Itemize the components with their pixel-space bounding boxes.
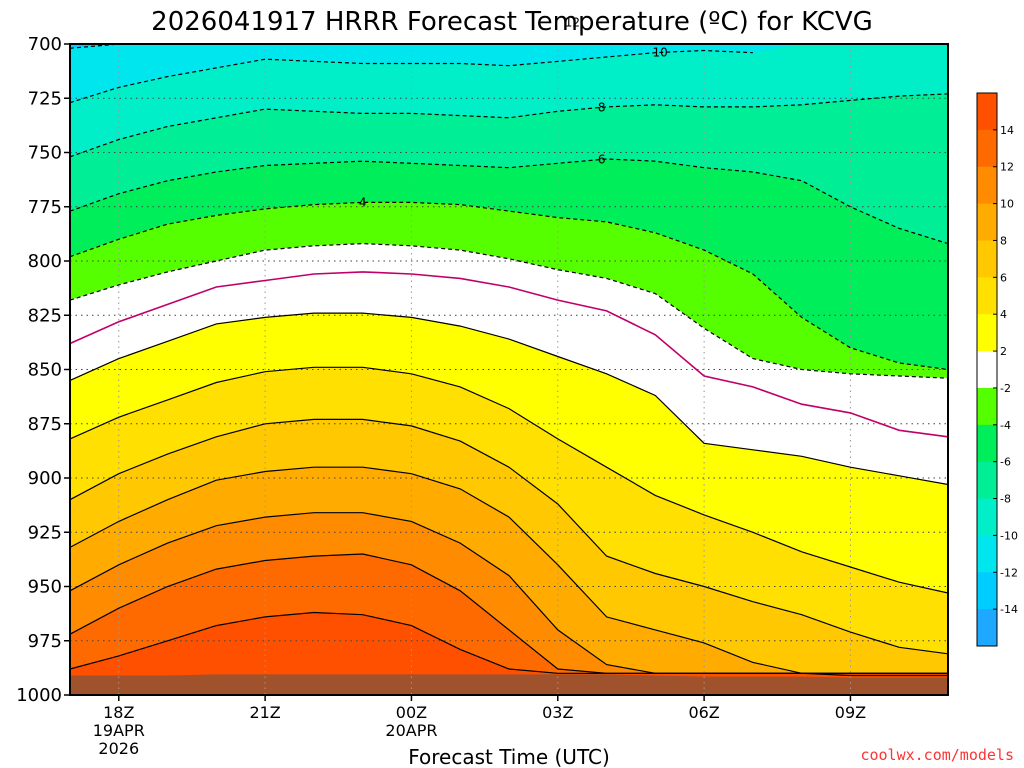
x-tick-label: 20APR: [385, 721, 437, 740]
colorbar-label: -6: [1000, 456, 1011, 469]
colorbar-frame: [976, 92, 998, 647]
colorbar: -14 -12 -10 -8 -6 -4 -2 2 4 6 8 10 12 14: [976, 92, 1018, 647]
colorbar-label: 6: [1000, 271, 1007, 284]
grid-layer: [70, 44, 948, 695]
y-tick-label: 725: [28, 88, 62, 109]
y-tick-label: 800: [28, 251, 62, 272]
colorbar-segment: [977, 461, 997, 500]
x-tick-label: 19APR: [93, 721, 145, 740]
colorbar-label: 10: [1000, 198, 1014, 211]
colorbar-label: 12: [1000, 161, 1014, 174]
colorbar-label: -12: [1000, 566, 1018, 579]
isotherm-line: [69, 366, 949, 594]
colorbar-segment: [977, 203, 997, 241]
isotherm-line: [69, 93, 949, 158]
isotherm-line: [69, 418, 949, 655]
colorbar-segment: [977, 129, 997, 168]
isotherm-line: [69, 611, 948, 674]
ground-surface: [70, 674, 948, 695]
y-tick-label: 1000: [16, 685, 62, 706]
colorbar-label: -4: [1000, 419, 1011, 432]
isotherm-line: [69, 242, 949, 379]
y-tick-label: 850: [28, 360, 62, 381]
x-tick-label: 00Z: [396, 703, 427, 722]
y-tick-label: 875: [28, 414, 62, 435]
y-tick-label: 950: [28, 577, 62, 598]
credit-text: coolwx.com/models: [860, 746, 1014, 764]
y-tick-label: 750: [28, 143, 62, 164]
x-axis-label: Forecast Time (UTC): [408, 745, 610, 768]
colorbar-label: -14: [1000, 603, 1018, 616]
colorbar-label: -8: [1000, 493, 1011, 506]
colorbar-label: -2: [1000, 382, 1011, 395]
x-tick-label: 09Z: [835, 703, 866, 722]
isotherm-label: 10: [653, 46, 668, 60]
x-tick-label: 03Z: [542, 703, 573, 722]
isotherm-label: 4: [359, 195, 367, 209]
isotherm-labels: 12 10 8 6 4: [359, 16, 668, 210]
colorbar-segment: [977, 351, 997, 389]
y-tick-label: 975: [28, 631, 62, 652]
colorbar-label: 2: [1000, 345, 1007, 358]
isotherm-label: 6: [598, 152, 606, 166]
colorbar-segment: [977, 240, 997, 278]
chart-title: 2026041917 HRRR Forecast Temperature (ºC…: [151, 7, 873, 37]
colorbar-segment: [977, 572, 997, 610]
colorbar-label: 14: [1000, 124, 1014, 137]
y-tick-label: 900: [28, 468, 62, 489]
y-tick-label: 700: [28, 34, 62, 55]
isotherm-line: [69, 49, 753, 104]
colorbar-segment: [977, 498, 997, 536]
colorbar-segment: [977, 277, 997, 315]
isotherm-line: [69, 312, 949, 486]
ground-layer: [70, 674, 948, 695]
colorbar-label: 4: [1000, 308, 1007, 321]
y-tick-label: 825: [28, 305, 62, 326]
isotherm-line: [69, 43, 119, 49]
colorbar-segment: [977, 387, 997, 426]
colorbar-segment: [977, 424, 997, 463]
colorbar-segment: [977, 93, 997, 131]
x-tick-label: 21Z: [249, 703, 280, 722]
isotherm-line: [69, 201, 949, 371]
x-tick-label: 06Z: [688, 703, 719, 722]
y-tick-label: 775: [28, 197, 62, 218]
y-tick-label: 925: [28, 522, 62, 543]
isotherm-line: [69, 271, 949, 438]
x-tick-label: 2026: [98, 739, 139, 758]
y-axis-ticks: 700 725 750 775 800 825 850 875 900 925 950 975 1000: [16, 34, 70, 706]
colorbar-label: 8: [1000, 234, 1007, 247]
x-tick-label: 18Z: [103, 703, 134, 722]
isotherm-label: 8: [598, 100, 606, 114]
colorbar-segment: [977, 314, 997, 352]
temperature-fill-layer: [69, 43, 949, 696]
colorbar-label: -10: [1000, 529, 1018, 542]
isotherm-lines: [69, 43, 949, 677]
colorbar-segment: [977, 535, 997, 573]
colorbar-segment: [977, 166, 997, 205]
isotherm-label: 12: [565, 16, 580, 30]
colorbar-segment: [977, 609, 997, 647]
